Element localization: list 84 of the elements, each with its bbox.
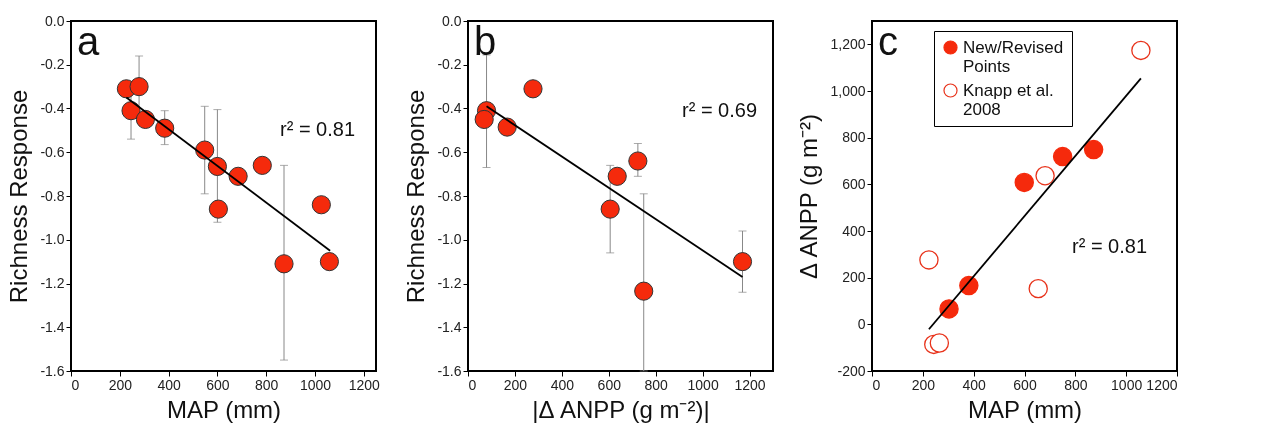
point [732,252,753,272]
point [208,199,228,219]
y-tick-label: -0.8 [40,187,65,204]
point [1083,139,1104,160]
y-tick-label: -1.0 [40,231,65,248]
point [135,109,155,129]
annotation: c [878,19,898,63]
y-tick-label: -1.4 [437,318,462,335]
x-tick-label: 800 [1064,376,1088,393]
y-axis-title: Δ ANPP (g m⁻²) [795,114,823,279]
x-tick-label: 0 [468,376,477,393]
x-tick-label: 1200 [1146,376,1178,393]
y-tick-label: -1.0 [437,231,462,248]
point [319,252,339,272]
y-tick-label: 0 [857,315,866,332]
y-axis-title: Richness Response [402,89,430,304]
y-tick-label: 800 [842,129,866,146]
x-tick-label: 800 [644,376,669,393]
point [497,117,517,137]
x-tick-label: 600 [1013,376,1037,393]
x-axis-title: |Δ ANPP (g m⁻²)| [532,395,710,423]
annotation: r² = 0.81 [1072,235,1148,257]
annotation: r² = 0.69 [682,99,758,121]
legend-label: Knapp et al. 2008 [963,80,1054,119]
point [919,250,939,270]
point [1035,165,1055,186]
point [628,151,648,171]
y-tick-label: -0.4 [40,100,65,116]
y-tick-label: -1.6 [437,362,462,379]
point [1028,278,1048,299]
point [1131,40,1151,61]
x-tick-label: 200 [911,376,936,393]
x-tick-label: 1200 [734,376,766,393]
legend-label: New/Revised Points [963,37,1064,76]
x-tick-label: 1000 [299,376,332,393]
x-tick-label: 0 [71,376,80,393]
x-tick-label: 800 [255,376,279,393]
annotation: a [77,19,100,63]
y-tick-label: -0.6 [437,143,462,160]
y-tick-label: -1.6 [40,362,65,379]
point [274,254,294,274]
y-tick-label: -1.4 [40,318,65,335]
point [929,333,950,353]
point [523,79,543,99]
x-tick-label: 200 [503,376,528,393]
annotation: b [474,19,497,63]
y-tick-label: 0.0 [442,12,462,29]
y-tick-label: -200 [837,362,866,379]
x-tick-label: 400 [962,376,987,393]
y-tick-label: 200 [842,269,866,286]
x-tick-label: 600 [206,376,230,393]
y-tick-label: -1.2 [437,275,462,291]
x-tick-label: 400 [157,376,181,393]
x-tick-label: 200 [108,376,133,393]
x-tick-label: 1000 [1111,376,1143,393]
x-tick-label: 400 [550,376,575,393]
point [1052,146,1073,167]
point [129,77,149,97]
x-tick-label: 600 [597,376,622,393]
point [634,281,654,301]
x-axis-title: MAP (mm) [967,395,1083,423]
x-tick-label: 1200 [348,376,381,393]
x-tick-label: 0 [872,376,881,393]
y-tick-label: -0.2 [437,56,462,73]
y-tick-label: 1,000 [830,82,866,99]
point [311,195,331,215]
y-tick-label: 400 [842,222,866,239]
point [474,109,494,129]
y-tick-label: -0.4 [437,100,462,116]
x-tick-label: 1000 [687,376,719,393]
y-tick-label: -0.2 [40,56,65,73]
point [1014,172,1034,193]
annotation: r² = 0.81 [280,118,356,140]
point [600,199,620,219]
y-axis-title: Richness Response [5,89,33,304]
y-tick-label: 0.0 [45,12,65,29]
point [252,155,272,175]
point [607,166,627,186]
y-tick-label: -1.2 [40,275,65,291]
y-tick-label: -0.8 [437,187,462,204]
y-tick-label: 600 [842,175,866,192]
y-tick-label: -0.6 [40,143,65,160]
y-tick-label: 1,200 [830,35,866,52]
x-axis-title: MAP (mm) [166,395,282,423]
